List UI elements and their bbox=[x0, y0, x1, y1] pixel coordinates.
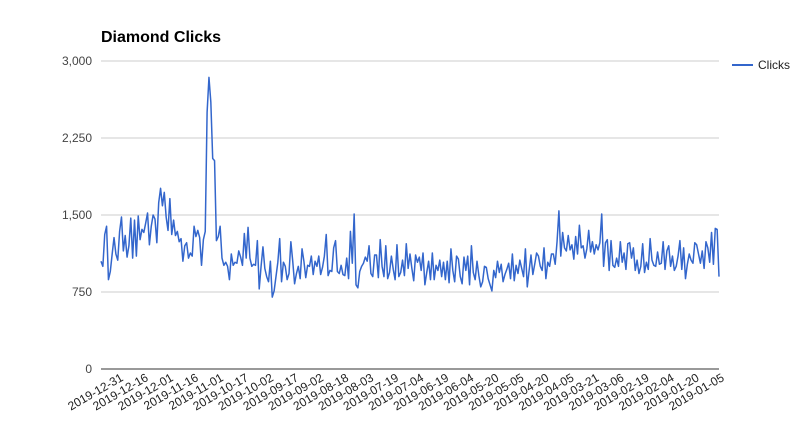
y-tick-label: 2,250 bbox=[62, 131, 92, 145]
y-tick-label: 1,500 bbox=[62, 208, 92, 222]
series-layer bbox=[100, 76, 720, 298]
legend[interactable]: Clicks bbox=[732, 58, 790, 72]
legend-label-clicks: Clicks bbox=[758, 58, 790, 72]
chart-title: Diamond Clicks bbox=[101, 29, 222, 46]
y-tick-label: 0 bbox=[85, 362, 92, 376]
series-line-clicks[interactable] bbox=[100, 76, 720, 298]
x-axis-tick-labels: 2019-12-312019-12-162019-12-012019-11-16… bbox=[65, 370, 726, 413]
gridlines bbox=[101, 60, 719, 370]
y-axis-tick-labels: 0 750 1,500 2,250 3,000 bbox=[62, 54, 92, 376]
y-tick-label: 750 bbox=[72, 285, 92, 299]
y-tick-label: 3,000 bbox=[62, 54, 92, 68]
